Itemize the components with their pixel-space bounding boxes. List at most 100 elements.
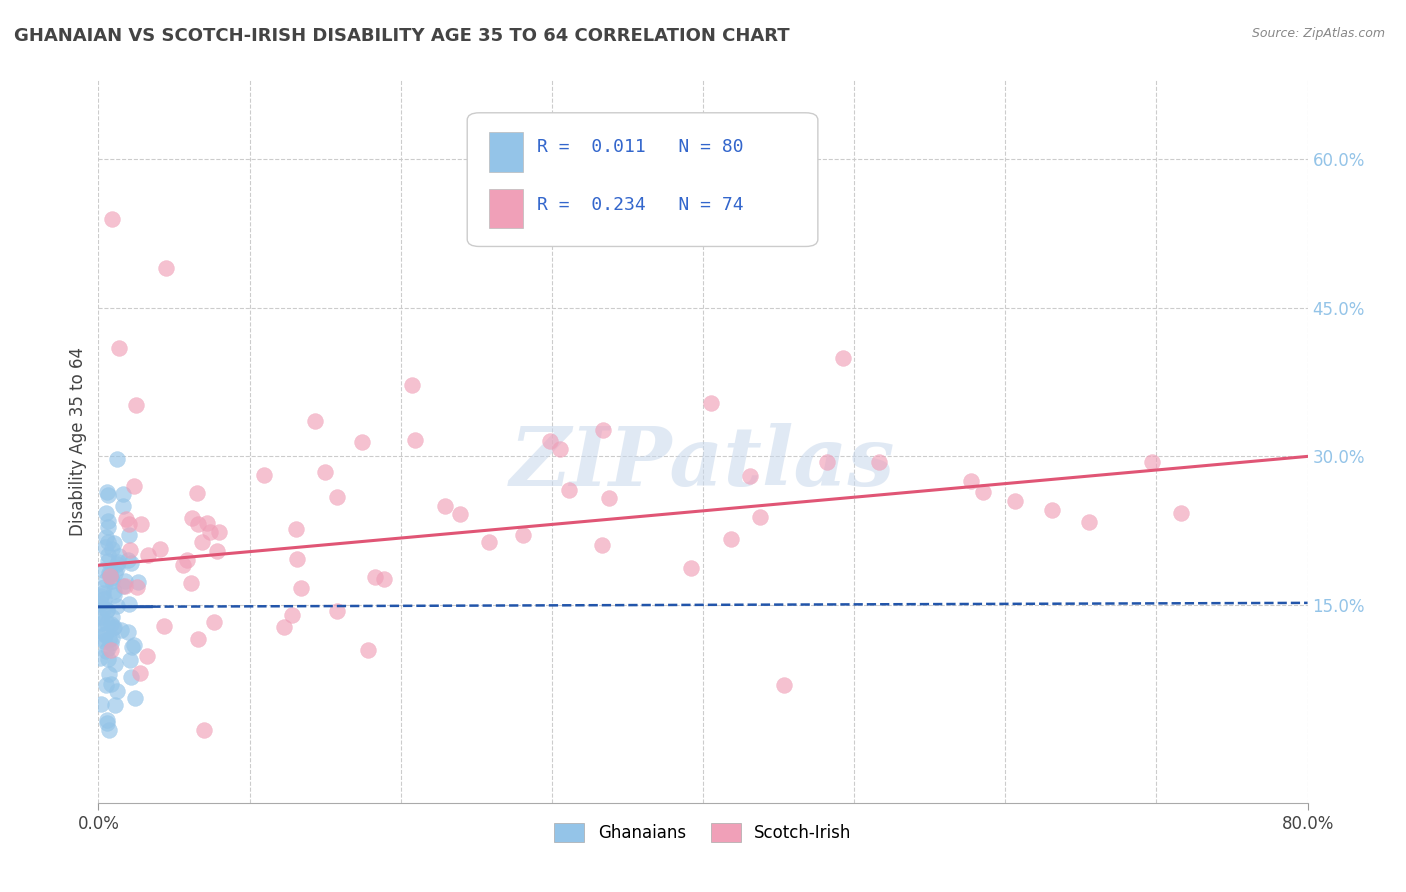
- Point: [373, 572, 395, 586]
- Point: [100, 617, 122, 632]
- Point: [105, 561, 128, 575]
- Point: [124, 690, 146, 705]
- Point: [91, 586, 114, 600]
- Point: [100, 632, 122, 646]
- Point: [364, 569, 387, 583]
- Point: [325, 605, 347, 619]
- Point: [103, 621, 125, 635]
- Point: [598, 491, 620, 505]
- Point: [89, 650, 111, 665]
- Point: [357, 643, 380, 657]
- Point: [98, 566, 121, 580]
- Point: [94, 627, 117, 641]
- Point: [90, 697, 112, 711]
- Point: [404, 433, 426, 447]
- Point: [107, 555, 129, 569]
- Point: [93, 601, 115, 615]
- Point: [100, 571, 122, 585]
- Point: [96, 713, 118, 727]
- Point: [118, 527, 141, 541]
- Point: [195, 516, 218, 530]
- Point: [96, 485, 118, 500]
- Point: [1078, 516, 1101, 530]
- Point: [90, 596, 112, 610]
- Point: [108, 549, 131, 563]
- Point: [105, 599, 128, 613]
- Point: [93, 580, 115, 594]
- Point: [90, 615, 112, 630]
- Point: [592, 423, 614, 437]
- Point: [118, 543, 141, 558]
- Point: [205, 544, 228, 558]
- Point: [136, 649, 159, 664]
- Point: [538, 434, 561, 448]
- Point: [121, 640, 143, 654]
- Point: [748, 510, 770, 524]
- Point: [125, 398, 148, 412]
- Point: [97, 667, 120, 681]
- Point: [1004, 494, 1026, 508]
- Point: [253, 468, 276, 483]
- Point: [104, 566, 127, 581]
- Point: [304, 414, 326, 428]
- Point: [90, 616, 112, 631]
- Point: [96, 715, 118, 730]
- Point: [97, 548, 120, 562]
- Point: [98, 566, 121, 581]
- Point: [831, 351, 853, 366]
- FancyBboxPatch shape: [489, 189, 523, 228]
- Point: [114, 574, 136, 588]
- Point: [129, 516, 152, 531]
- Point: [740, 468, 762, 483]
- Point: [187, 517, 209, 532]
- Point: [281, 608, 304, 623]
- Point: [96, 603, 118, 617]
- Legend: Ghanaians, Scotch-Irish: Ghanaians, Scotch-Irish: [548, 816, 858, 848]
- Point: [1040, 503, 1063, 517]
- Point: [176, 552, 198, 566]
- Point: [96, 603, 118, 617]
- Point: [117, 553, 139, 567]
- Point: [100, 636, 122, 650]
- Point: [105, 452, 128, 467]
- Point: [91, 563, 114, 577]
- Point: [110, 623, 132, 637]
- Point: [187, 632, 209, 646]
- Point: [127, 574, 149, 589]
- Point: [105, 557, 128, 571]
- Point: [96, 515, 118, 529]
- Y-axis label: Disability Age 35 to 64: Disability Age 35 to 64: [69, 347, 87, 536]
- Point: [96, 615, 118, 630]
- Point: [558, 483, 581, 497]
- Point: [101, 610, 124, 624]
- Point: [90, 590, 112, 604]
- Point: [94, 678, 117, 692]
- Point: [193, 723, 215, 738]
- Point: [97, 534, 120, 549]
- Point: [136, 549, 159, 563]
- Point: [103, 620, 125, 634]
- Point: [97, 487, 120, 501]
- Point: [114, 578, 136, 592]
- Point: [117, 625, 139, 640]
- Point: [172, 558, 194, 572]
- Point: [149, 541, 172, 556]
- Point: [105, 683, 128, 698]
- Point: [120, 556, 142, 570]
- Point: [103, 698, 125, 712]
- Point: [679, 561, 702, 575]
- Text: GHANAIAN VS SCOTCH-IRISH DISABILITY AGE 35 TO 64 CORRELATION CHART: GHANAIAN VS SCOTCH-IRISH DISABILITY AGE …: [14, 27, 790, 45]
- Point: [198, 525, 221, 540]
- Point: [720, 532, 742, 546]
- Point: [155, 261, 177, 276]
- Point: [352, 434, 374, 449]
- Point: [127, 580, 149, 594]
- Point: [868, 455, 890, 469]
- Text: R =  0.234   N = 74: R = 0.234 N = 74: [537, 196, 744, 214]
- Point: [118, 517, 141, 532]
- Point: [101, 574, 124, 588]
- Point: [120, 670, 142, 684]
- Point: [129, 666, 152, 681]
- Point: [180, 576, 202, 591]
- Point: [548, 442, 571, 457]
